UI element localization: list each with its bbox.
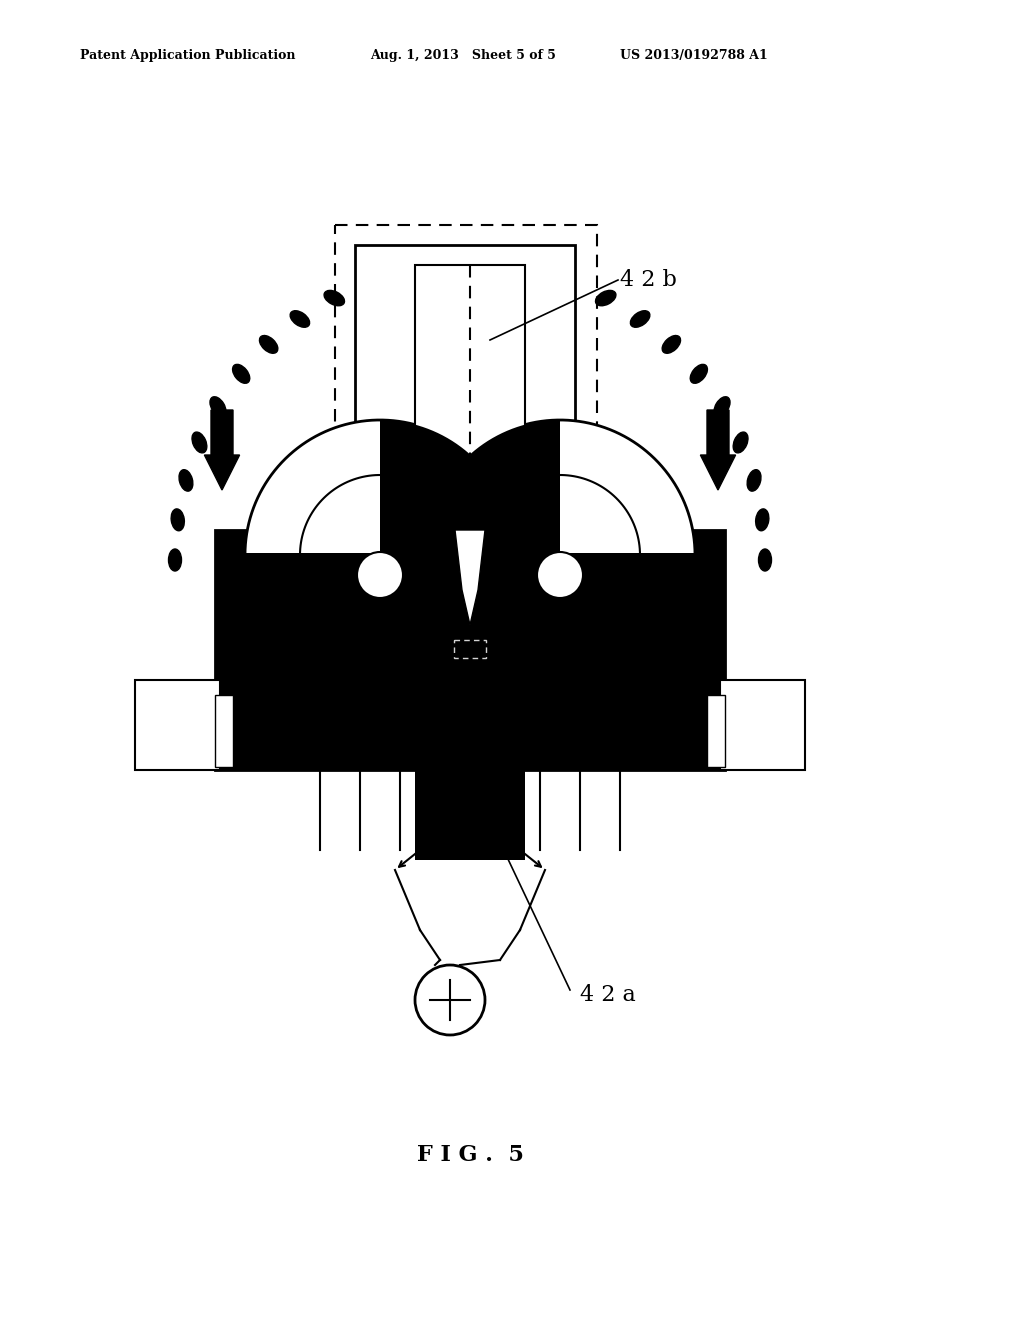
Bar [215,531,725,770]
Ellipse shape [663,335,681,354]
Bar [335,224,597,531]
Text: 4 2 b: 4 2 b [620,269,677,290]
Ellipse shape [690,364,708,383]
Circle shape [537,552,583,598]
Polygon shape [425,420,560,554]
Ellipse shape [210,397,226,417]
Ellipse shape [596,290,615,306]
Polygon shape [380,420,515,554]
Ellipse shape [290,310,309,327]
Polygon shape [245,420,515,554]
Bar [215,696,233,767]
Bar [355,246,575,531]
Ellipse shape [748,470,761,491]
Ellipse shape [759,549,771,572]
Polygon shape [455,531,485,624]
Text: F I G .  5: F I G . 5 [417,1144,523,1166]
Ellipse shape [733,432,748,453]
Bar [454,640,486,657]
Ellipse shape [169,549,181,572]
Polygon shape [425,420,695,554]
Bar [415,265,525,531]
Bar [707,696,725,767]
Ellipse shape [756,510,769,531]
Ellipse shape [324,290,344,306]
Text: Aug. 1, 2013   Sheet 5 of 5: Aug. 1, 2013 Sheet 5 of 5 [370,49,556,62]
Ellipse shape [232,364,250,383]
Ellipse shape [631,310,650,327]
Ellipse shape [171,510,184,531]
Ellipse shape [259,335,278,354]
Ellipse shape [193,432,207,453]
Ellipse shape [179,470,193,491]
Text: 4 2 a: 4 2 a [580,983,636,1006]
Circle shape [415,965,485,1035]
Polygon shape [465,531,475,770]
Bar [415,770,525,861]
Ellipse shape [714,397,730,417]
Bar [720,680,805,770]
Text: US 2013/0192788 A1: US 2013/0192788 A1 [620,49,768,62]
Polygon shape [205,411,240,490]
Text: Patent Application Publication: Patent Application Publication [80,49,296,62]
Polygon shape [700,411,735,490]
Bar [135,680,220,770]
Circle shape [357,552,403,598]
Text: 4 1: 4 1 [660,558,695,581]
